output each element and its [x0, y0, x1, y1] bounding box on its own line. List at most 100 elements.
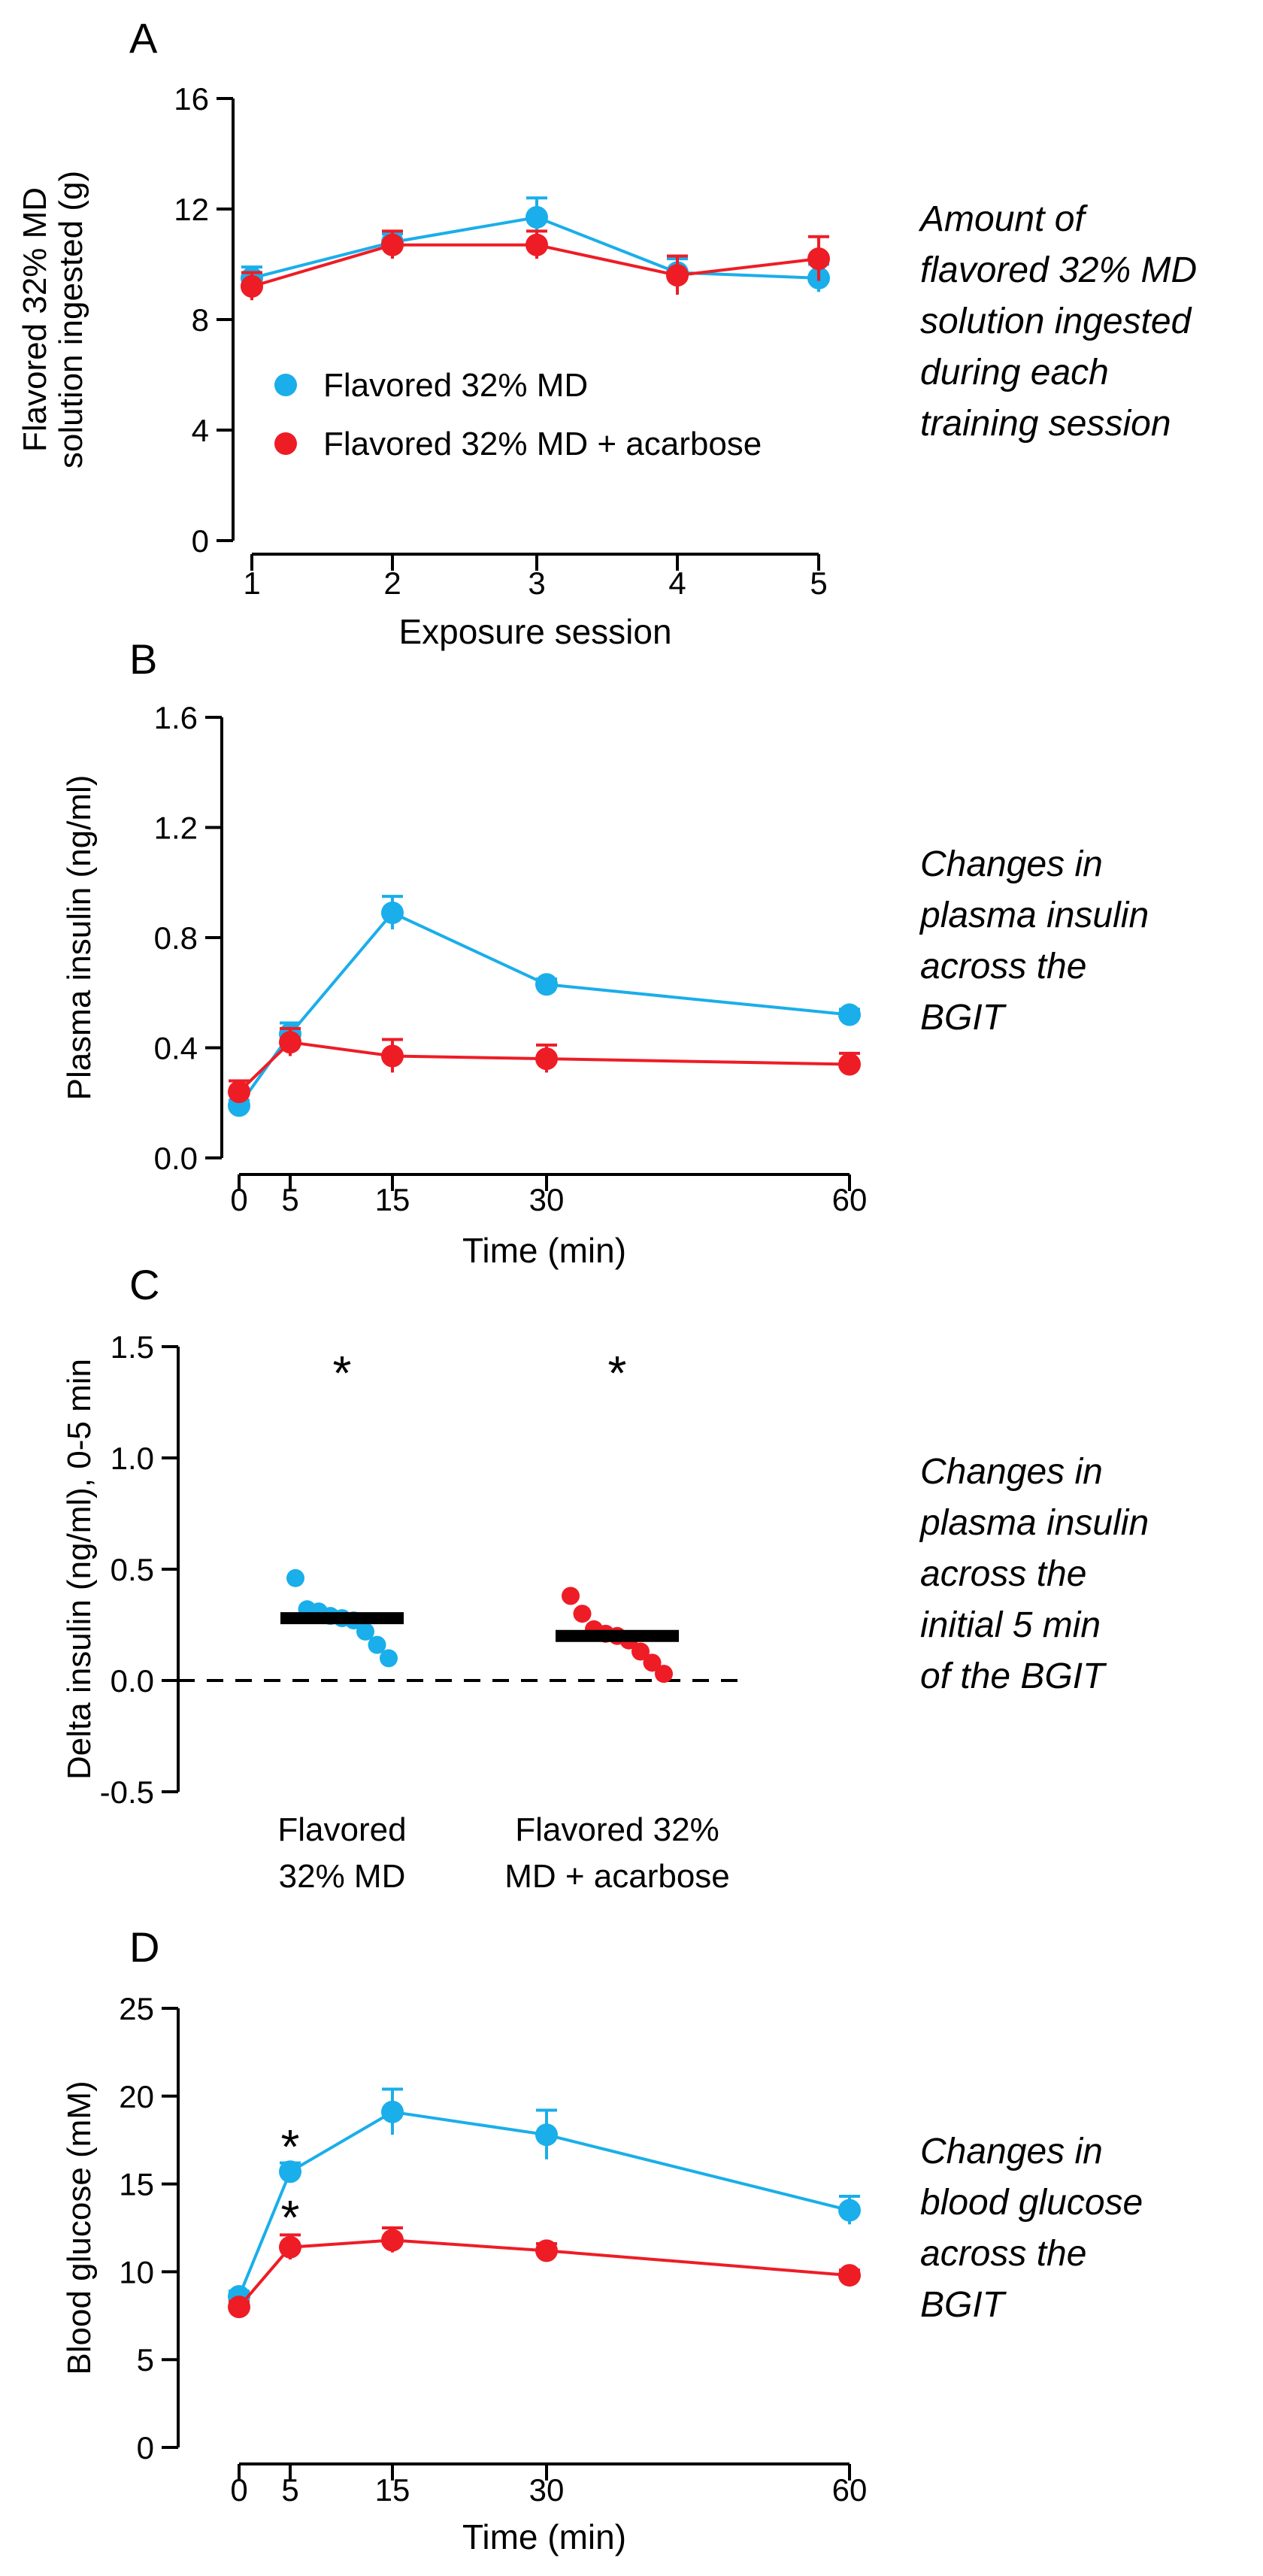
x-tick-label: 5	[810, 565, 827, 601]
x-tick-label: 3	[528, 565, 545, 601]
y-tick-label: 15	[119, 2167, 154, 2202]
caption-line: training session	[920, 404, 1171, 444]
data-point-acarbose	[632, 1642, 650, 1661]
y-tick-label: 12	[174, 192, 209, 227]
y-tick-label: 8	[192, 302, 209, 338]
group-label: Flavored	[277, 1811, 406, 1848]
y-tick-label: 1.0	[111, 1441, 154, 1476]
caption-panel-c: Changes in plasma insulin across the ini…	[920, 1447, 1251, 1702]
caption-line: BGIT	[920, 998, 1005, 1038]
data-point-acarbose	[807, 247, 830, 271]
data-point-md	[279, 2160, 301, 2184]
panel-label-a: A	[129, 14, 158, 62]
data-point-acarbose	[562, 1587, 580, 1605]
x-axis-title: Exposure session	[398, 612, 671, 651]
caption-line: across the	[920, 2234, 1087, 2274]
caption-line: Changes in	[920, 2132, 1103, 2171]
legend-marker-acarbose	[274, 432, 297, 455]
panel-b-chart: 0.0 0.4 0.8 1.2 1.6 0 5 15 30 60 Time (min) Plasma …	[61, 700, 867, 1270]
data-point-acarbose	[525, 233, 548, 256]
significance-star: *	[281, 2120, 300, 2174]
data-point-acarbose	[666, 264, 689, 287]
y-tick-label: 10	[119, 2254, 154, 2290]
y-tick-label: 0.4	[154, 1031, 198, 1066]
y-axis-label-line: Blood glucose (mM)	[61, 2080, 98, 2374]
y-tick-label: 16	[174, 81, 209, 117]
caption-line: initial 5 min	[920, 1605, 1101, 1645]
y-axis-label-line: Flavored 32% MD	[17, 187, 53, 452]
x-tick-label: 30	[529, 1182, 565, 1217]
data-point-md	[838, 1003, 861, 1026]
group-label: Flavored 32%	[515, 1811, 719, 1848]
data-point-md	[838, 2199, 861, 2222]
panel-c-chart: -0.5 0.0 0.5 1.0 1.5 Delta insulin (ng/ml), 0…	[61, 1329, 741, 1895]
significance-star: *	[281, 2190, 300, 2244]
y-axis-label: Delta insulin (ng/ml), 0-5 min	[61, 1359, 98, 1780]
data-point-acarbose	[655, 1665, 673, 1683]
y-tick-label: 0	[192, 523, 209, 559]
y-axis-label: Flavored 32% MDsolution ingested (g)	[17, 171, 89, 468]
y-tick-label: 5	[137, 2342, 154, 2377]
y-tick-label: 0.0	[154, 1141, 198, 1176]
significance-star: *	[608, 1346, 627, 1400]
data-point-md	[286, 1568, 304, 1587]
caption-line: of the BGIT	[920, 1656, 1105, 1696]
data-point-acarbose	[381, 1044, 404, 1068]
caption-line: plasma insulin	[920, 1503, 1149, 1543]
data-point-acarbose	[838, 2264, 861, 2287]
x-tick-label: 60	[832, 2472, 868, 2508]
y-tick-label: -0.5	[100, 1774, 154, 1810]
caption-panel-b: Changes in plasma insulin across the BGI…	[920, 839, 1251, 1044]
data-point-acarbose	[838, 1053, 861, 1076]
y-tick-label: 20	[119, 2079, 154, 2114]
data-point-acarbose	[228, 2296, 250, 2319]
caption-line: blood glucose	[920, 2183, 1143, 2223]
significance-star: *	[333, 1346, 352, 1400]
caption-line: across the	[920, 1554, 1087, 1594]
caption-panel-d: Changes in blood glucose across the BGIT	[920, 2126, 1251, 2331]
data-point-acarbose	[381, 233, 404, 256]
data-point-acarbose	[241, 274, 263, 298]
y-axis-label: Blood glucose (mM)	[61, 2080, 98, 2374]
y-tick-label: 4	[192, 413, 209, 448]
data-point-acarbose	[535, 2239, 558, 2262]
caption-line: plasma insulin	[920, 896, 1149, 935]
caption-line: Changes in	[920, 1452, 1103, 1492]
y-axis-label-line: Plasma insulin (ng/ml)	[61, 775, 98, 1101]
data-point-acarbose	[535, 1047, 558, 1071]
x-tick-label: 60	[832, 1182, 868, 1217]
legend-label: Flavored 32% MD	[323, 367, 588, 404]
data-point-md	[525, 206, 548, 229]
panel-label-c: C	[129, 1261, 159, 1308]
caption-line: flavored 32% MD	[920, 250, 1198, 290]
data-point-acarbose	[279, 1031, 301, 1054]
caption-panel-a: Amount of flavored 32% MD solution inges…	[920, 194, 1251, 450]
y-axis-label-line: solution ingested (g)	[53, 171, 89, 468]
y-axis-label-line: Delta insulin (ng/ml), 0-5 min	[61, 1359, 98, 1780]
data-point-acarbose	[279, 2235, 301, 2259]
legend-marker-md	[274, 374, 297, 396]
caption-line: solution ingested	[920, 302, 1192, 341]
data-point-md	[380, 1649, 398, 1668]
panel-label-d: D	[129, 1923, 159, 1971]
group-label: 32% MD	[279, 1858, 406, 1895]
data-point-md	[381, 902, 404, 925]
x-tick-label: 15	[375, 2472, 410, 2508]
x-tick-label: 2	[383, 565, 401, 601]
y-tick-label: 1.6	[154, 700, 198, 735]
x-tick-label: 30	[529, 2472, 565, 2508]
y-tick-label: 0.5	[111, 1552, 154, 1587]
caption-line: Amount of	[920, 199, 1085, 239]
y-tick-label: 0.8	[154, 920, 198, 956]
x-tick-label: 4	[668, 565, 686, 601]
x-tick-label: 15	[375, 1182, 410, 1217]
y-tick-label: 0.0	[111, 1663, 154, 1699]
panel-label-b: B	[129, 635, 157, 683]
caption-line: Changes in	[920, 844, 1103, 884]
y-tick-label: 0	[137, 2430, 154, 2465]
data-point-md	[535, 973, 558, 996]
y-tick-label: 25	[119, 1991, 154, 2026]
